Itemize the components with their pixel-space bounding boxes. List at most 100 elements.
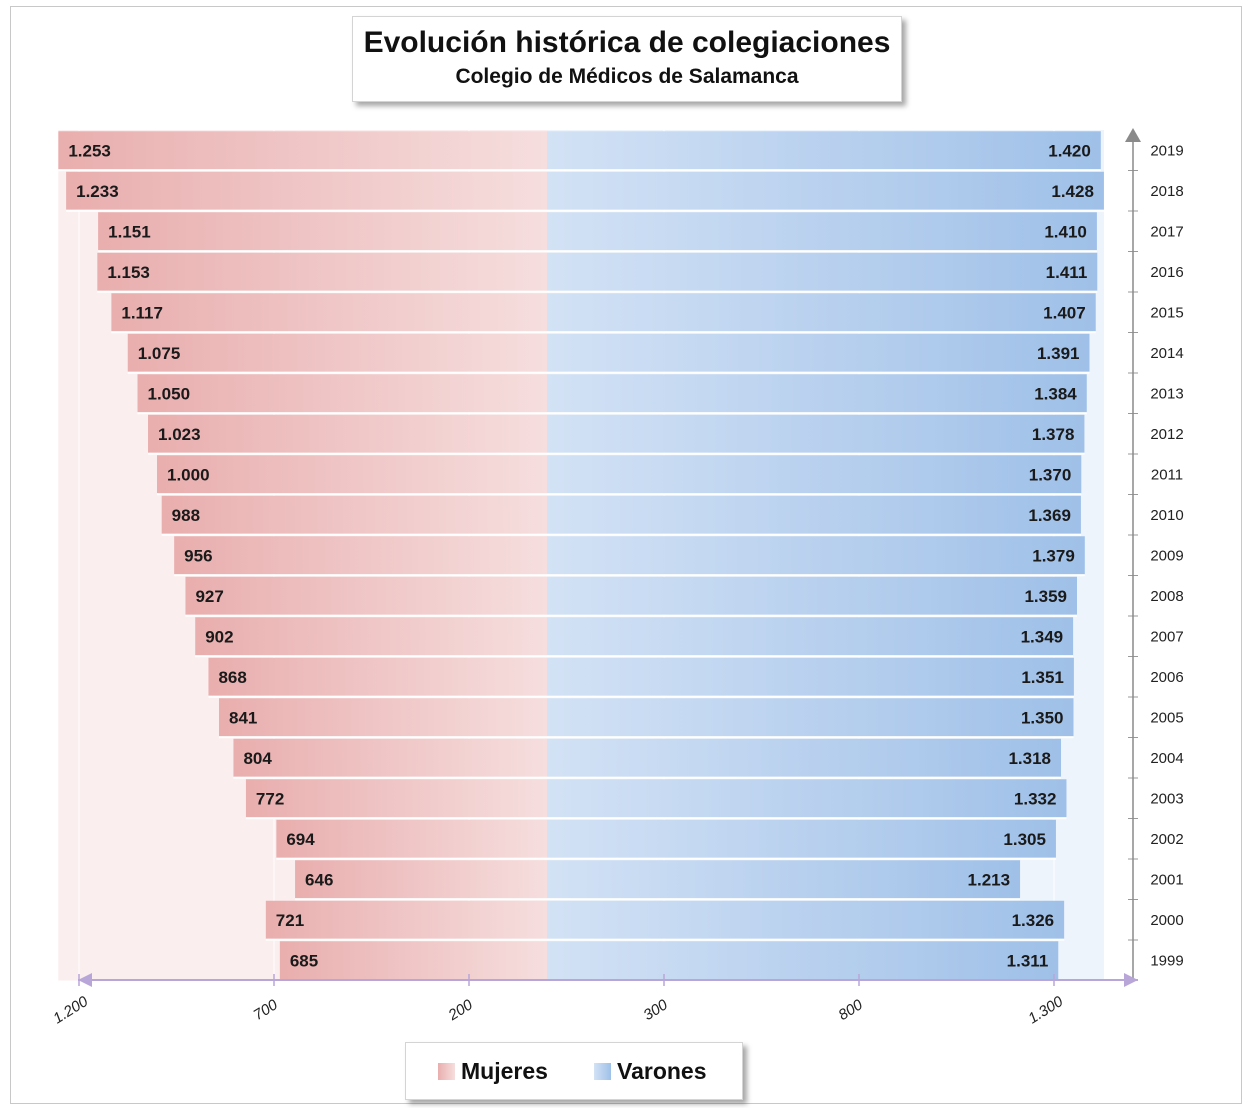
year-label-2014: 2014: [1150, 345, 1183, 362]
value-labels: 1.253 1.420 2019 1.233 1.428 2018 1.151 1.410 20…: [68, 141, 1183, 970]
bar-varones-2009: [547, 536, 1085, 575]
year-label-2013: 2013: [1150, 385, 1183, 402]
bar-varones-2013: [547, 374, 1087, 413]
value-label-mujeres-2001: 646: [305, 870, 333, 889]
bar-mujeres-2007: [195, 617, 547, 656]
year-label-2015: 2015: [1150, 304, 1183, 321]
bar-mujeres-2006: [208, 657, 548, 696]
bar-varones-2005: [547, 698, 1074, 737]
bar-varones-2007: [547, 617, 1074, 656]
year-label-2011: 2011: [1151, 466, 1183, 483]
year-label-2000: 2000: [1150, 912, 1183, 929]
bar-mujeres-2000: [265, 900, 547, 939]
bar-varones-2019: [547, 131, 1101, 170]
bar-varones-2008: [547, 576, 1078, 615]
x-tick-label: 1.300: [1025, 993, 1066, 1028]
value-label-varones-2014: 1.391: [1037, 344, 1080, 363]
legend-swatch-varones: [594, 1062, 611, 1080]
value-label-mujeres-1999: 685: [290, 951, 318, 970]
bar-varones-2018: [547, 171, 1104, 210]
year-label-2002: 2002: [1150, 831, 1183, 848]
value-label-mujeres-2016: 1.153: [107, 263, 150, 282]
year-label-2007: 2007: [1150, 628, 1183, 645]
value-label-mujeres-2006: 868: [218, 668, 246, 687]
value-label-mujeres-2011: 1.000: [167, 465, 210, 484]
bar-mujeres-2004: [233, 738, 547, 777]
x-tick-label: 300: [640, 996, 671, 1024]
value-label-varones-2006: 1.351: [1021, 668, 1064, 687]
value-label-mujeres-2005: 841: [229, 708, 257, 727]
year-label-2008: 2008: [1150, 588, 1183, 605]
legend-label-mujeres: Mujeres: [461, 1057, 548, 1084]
value-label-mujeres-2009: 956: [184, 546, 212, 565]
value-label-mujeres-2004: 804: [243, 749, 272, 768]
bar-mujeres-2010: [161, 495, 547, 534]
year-label-2009: 2009: [1150, 547, 1183, 564]
year-axis-arrow: [1125, 128, 1141, 142]
x-axis-arrow-left: [78, 973, 92, 987]
value-label-varones-2013: 1.384: [1034, 384, 1077, 403]
x-axis-arrow-right: [1124, 973, 1138, 987]
year-label-2016: 2016: [1150, 264, 1183, 281]
year-label-2005: 2005: [1150, 709, 1183, 726]
year-label-2018: 2018: [1150, 183, 1183, 200]
legend-swatch-mujeres: [438, 1062, 455, 1080]
value-label-varones-2000: 1.326: [1012, 911, 1055, 930]
bar-varones-2015: [547, 293, 1096, 332]
bar-mujeres-2002: [276, 819, 547, 858]
bar-varones-2014: [547, 333, 1090, 372]
bar-mujeres-1999: [279, 941, 547, 980]
value-label-varones-2003: 1.332: [1014, 789, 1057, 808]
value-label-varones-2002: 1.305: [1003, 830, 1046, 849]
bar-mujeres-2014: [127, 333, 547, 372]
x-tick-label: 1.200: [50, 993, 91, 1028]
bars: [58, 131, 1104, 982]
bar-varones-2002: [547, 819, 1056, 858]
value-label-mujeres-2012: 1.023: [158, 425, 201, 444]
value-label-mujeres-2014: 1.075: [138, 344, 181, 363]
bar-mujeres-2003: [245, 779, 548, 818]
value-label-varones-2012: 1.378: [1032, 425, 1075, 444]
bar-mujeres-2005: [219, 698, 547, 737]
bar-mujeres-2011: [157, 455, 547, 494]
value-label-mujeres-2017: 1.151: [108, 222, 151, 241]
year-label-1999: 1999: [1150, 952, 1183, 969]
value-label-mujeres-2019: 1.253: [68, 141, 111, 160]
value-label-varones-2011: 1.370: [1029, 465, 1072, 484]
value-label-varones-2005: 1.350: [1021, 708, 1064, 727]
year-label-2006: 2006: [1150, 669, 1183, 686]
value-label-varones-2017: 1.410: [1044, 222, 1087, 241]
chart-subtitle: Colegio de Médicos de Salamanca: [455, 65, 799, 88]
bar-mujeres-2017: [98, 212, 548, 251]
value-label-varones-2010: 1.369: [1028, 506, 1071, 525]
legend: Mujeres Varones: [405, 1042, 743, 1100]
bar-varones-2004: [547, 738, 1062, 777]
value-label-varones-2016: 1.411: [1046, 263, 1088, 282]
bar-varones-2000: [547, 900, 1065, 939]
title-box: Evolución histórica de colegiaciones Col…: [352, 16, 902, 102]
bar-varones-1999: [547, 941, 1059, 980]
value-label-mujeres-2000: 721: [276, 911, 304, 930]
legend-item-mujeres: Mujeres: [438, 1057, 548, 1085]
bar-mujeres-2012: [148, 414, 547, 453]
chart-title: Evolución histórica de colegiaciones: [363, 26, 891, 59]
value-label-mujeres-2008: 927: [195, 587, 223, 606]
value-label-mujeres-2002: 694: [286, 830, 315, 849]
year-label-2004: 2004: [1150, 750, 1183, 767]
value-label-varones-2018: 1.428: [1051, 182, 1094, 201]
x-tick-label: 800: [835, 996, 866, 1024]
year-label-2003: 2003: [1150, 790, 1183, 807]
bar-mujeres-2009: [174, 536, 547, 575]
bar-varones-2017: [547, 212, 1097, 251]
legend-item-varones: Varones: [594, 1057, 707, 1085]
value-label-varones-2019: 1.420: [1048, 141, 1091, 160]
bar-varones-2001: [547, 860, 1021, 899]
bar-mujeres-2018: [66, 171, 547, 210]
value-label-varones-2015: 1.407: [1043, 303, 1086, 322]
bar-varones-2010: [547, 495, 1081, 534]
value-label-varones-2007: 1.349: [1021, 627, 1064, 646]
value-label-varones-2001: 1.213: [968, 870, 1011, 889]
bar-varones-2012: [547, 414, 1085, 453]
bar-mujeres-2015: [111, 293, 548, 332]
